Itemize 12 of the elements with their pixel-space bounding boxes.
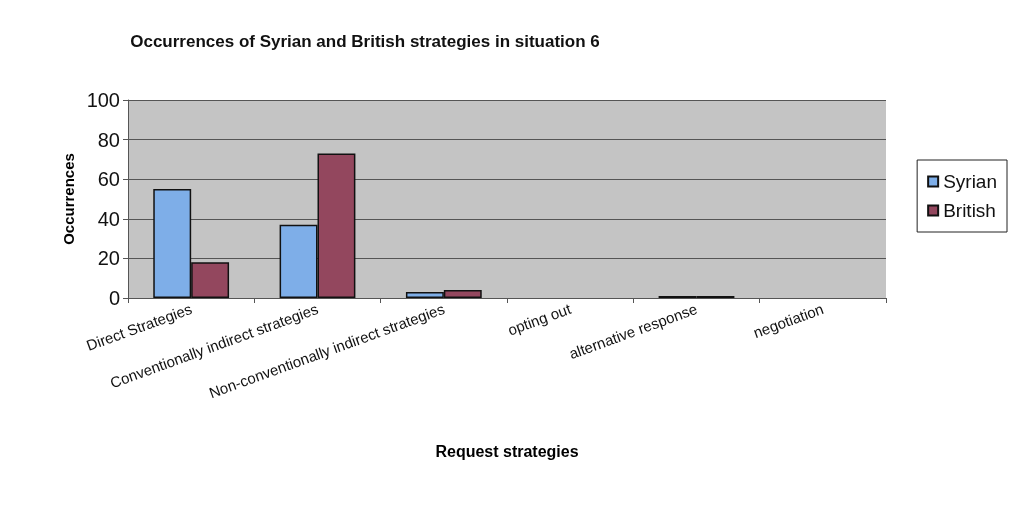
x-tick-label: opting out (505, 299, 574, 339)
y-tick-label: 60 (97, 168, 120, 191)
y-axis-title: Occurrences (59, 153, 77, 245)
y-tick-label: 0 (108, 287, 120, 309)
legend-label: Syrian (943, 171, 997, 192)
y-tick-label: 80 (97, 128, 120, 151)
y-tick-label: 20 (97, 247, 120, 270)
y-tick-label: 40 (97, 207, 120, 230)
chart-title: Occurrences of Syrian and British strategies in situation 6 (130, 32, 600, 51)
legend-label: British (943, 200, 996, 221)
x-axis-title: Request strategies (435, 442, 579, 460)
y-tick-label: 100 (86, 89, 120, 111)
